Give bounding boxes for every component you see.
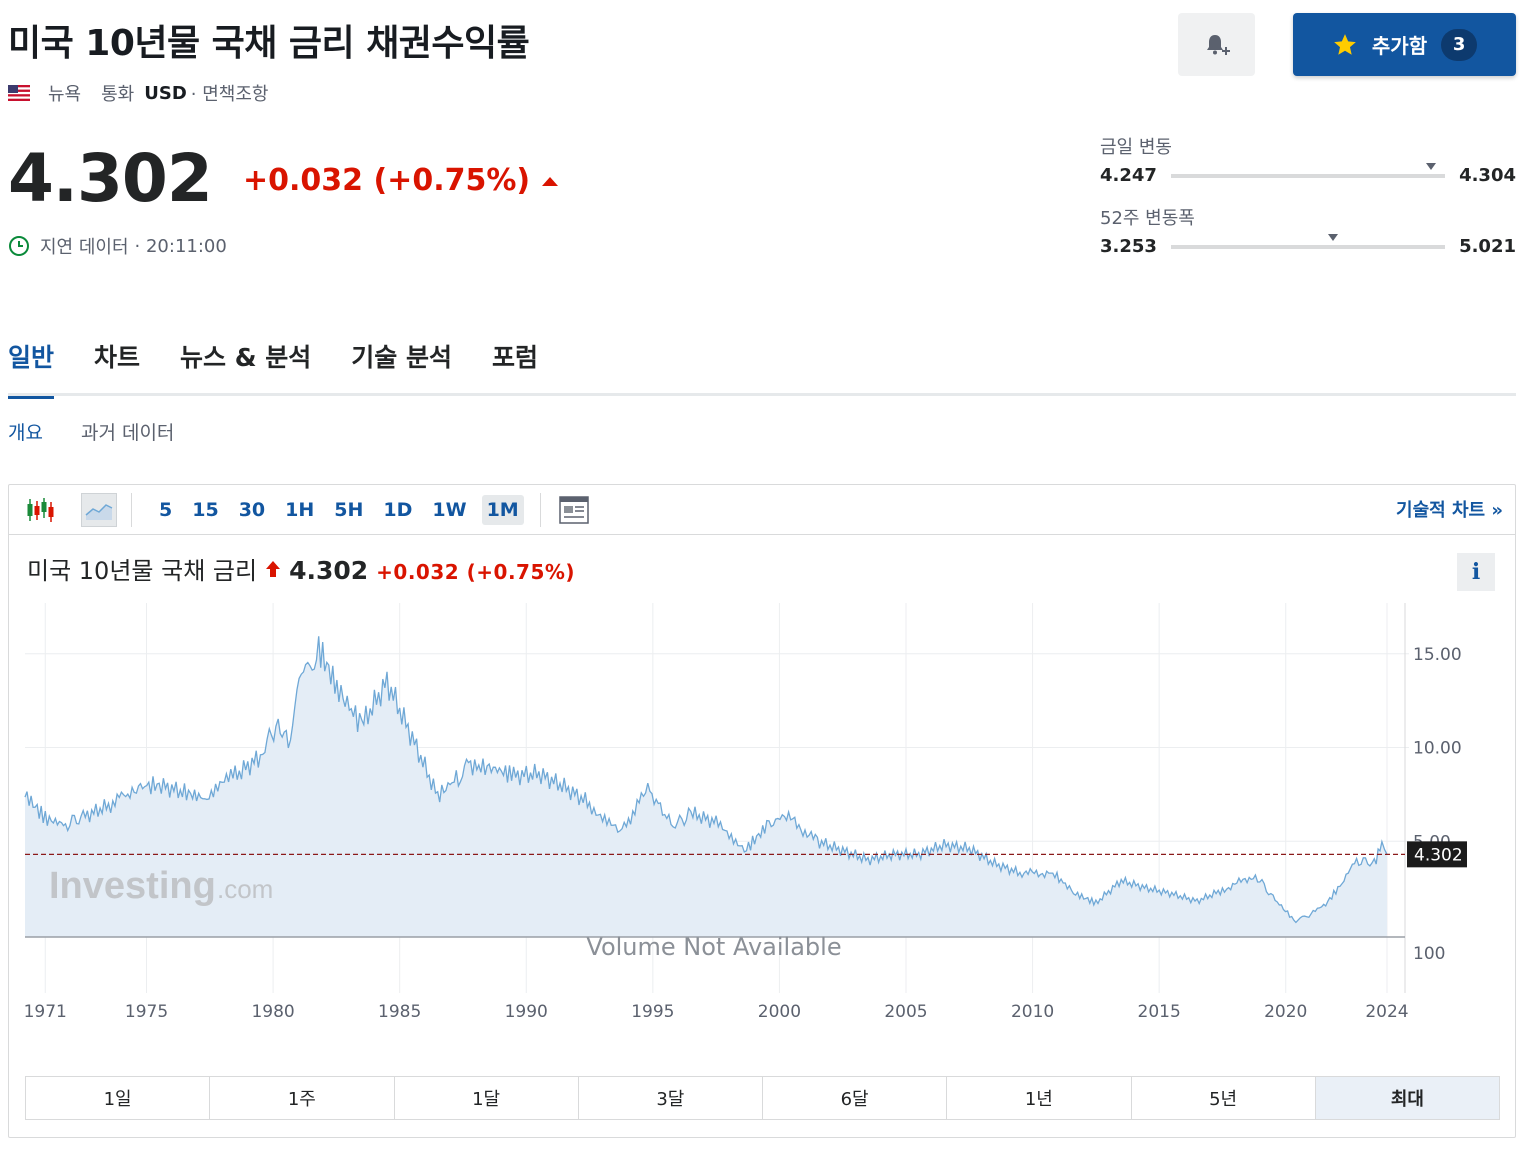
clock-icon — [9, 236, 29, 256]
add-alert-button[interactable] — [1178, 13, 1255, 76]
chart-widget: 5 15 30 1H 5H 1D 1W 1M 기술적 차트 » 미국 10년물 … — [8, 484, 1516, 1138]
area-chart-icon[interactable] — [81, 492, 117, 527]
layout-icon[interactable] — [557, 493, 591, 527]
timeframe-5h[interactable]: 5H — [334, 498, 364, 521]
page-title: 미국 10년물 국채 금리 채권수익률 — [8, 23, 530, 64]
candlestick-glyph — [27, 497, 54, 522]
arrow-up-icon — [266, 560, 281, 577]
currency-label: 통화 — [101, 84, 135, 105]
x-tick-label: 1975 — [125, 1002, 168, 1022]
volume-not-available-label: Volume Not Available — [586, 933, 841, 961]
currency-value: USD — [144, 82, 187, 104]
timeframe-1d[interactable]: 1D — [383, 498, 413, 521]
day-range-bar — [1170, 162, 1446, 178]
day-range: 금일 변동 4.247 4.304 — [1100, 133, 1516, 186]
bell-plus-icon — [1206, 34, 1230, 55]
x-tick-label: 1971 — [24, 1002, 67, 1022]
toolbar-divider — [131, 492, 132, 527]
watermark-suffix: .com — [217, 874, 273, 904]
chart-change: +0.032 (+0.75%) — [376, 560, 576, 584]
star-icon — [1334, 33, 1356, 55]
chart-toolbar: 5 15 30 1H 5H 1D 1W 1M 기술적 차트 » — [9, 485, 1515, 535]
x-tick-label: 2020 — [1264, 1002, 1307, 1022]
yield-chart[interactable]: Investing .com Volume Not Available 15.0… — [9, 603, 1515, 1073]
period-button[interactable]: 3달 — [579, 1077, 763, 1119]
price-change: +0.032 (+0.75%) — [243, 163, 560, 198]
week52-low: 3.253 — [1100, 236, 1157, 257]
price-change-value: +0.032 (+0.75%) — [243, 163, 531, 198]
period-selector: 1일 1주 1달 3달 6달 1년 5년 최대 — [25, 1076, 1500, 1120]
quote-time: · 20:11:00 — [134, 235, 227, 257]
timeframe-1w[interactable]: 1W — [432, 498, 467, 521]
toolbar-divider — [539, 492, 541, 527]
week52-range-label: 52주 변동폭 — [1100, 208, 1195, 229]
watchlist-count-badge: 3 — [1441, 28, 1478, 61]
add-button-label: 추가함 — [1371, 34, 1428, 58]
layout-glyph — [558, 495, 589, 524]
instrument-meta: 뉴욕 통화 USD · 면책조항 — [8, 80, 268, 106]
x-tick-label: 1980 — [251, 1002, 294, 1022]
chart-instrument-name: 미국 10년물 국채 금리 — [27, 557, 258, 585]
x-tick-label: 2010 — [1011, 1002, 1054, 1022]
delay-info: 지연 데이터 · 20:11:00 — [8, 233, 227, 259]
us-flag-icon — [8, 85, 30, 101]
volume-tick-label: 100 — [1413, 944, 1445, 964]
tab-forum[interactable]: 포럼 — [491, 343, 538, 372]
sub-tabs: 개요 과거 데이터 — [8, 418, 174, 445]
technical-chart-link[interactable]: 기술적 차트 » — [1396, 500, 1503, 521]
disclaimer-link[interactable]: · 면책조항 — [190, 84, 269, 105]
timeframe-1m[interactable]: 1M — [481, 494, 524, 525]
period-button[interactable]: 1달 — [395, 1077, 579, 1119]
tab-chart[interactable]: 차트 — [94, 343, 141, 372]
x-tick-label: 2000 — [758, 1002, 801, 1022]
delay-label: 지연 데이터 — [40, 237, 129, 258]
subtab-overview[interactable]: 개요 — [8, 422, 43, 444]
x-tick-label: 1995 — [631, 1002, 674, 1022]
last-price: 4.302 — [8, 140, 213, 217]
watermark-text: Investing — [49, 865, 216, 907]
week52-range: 52주 변동폭 3.253 5.021 — [1100, 204, 1516, 257]
timeframe-15[interactable]: 15 — [192, 498, 219, 521]
period-button[interactable]: 1일 — [26, 1077, 211, 1119]
candlestick-icon[interactable] — [23, 493, 57, 527]
market-label: 뉴욕 — [48, 84, 82, 105]
x-tick-label: 1985 — [378, 1002, 421, 1022]
tab-technical[interactable]: 기술 분석 — [351, 343, 452, 372]
period-button[interactable]: 1년 — [947, 1077, 1132, 1119]
y-tick-label: 15.00 — [1413, 645, 1462, 665]
y-tick-label: 10.00 — [1413, 739, 1462, 759]
x-tick-label: 2005 — [884, 1002, 927, 1022]
main-tabs: 일반 차트 뉴스 & 분석 기술 분석 포럼 — [8, 336, 1516, 399]
current-price-label: 4.302 — [1414, 845, 1463, 865]
period-button[interactable]: 1주 — [210, 1077, 395, 1119]
period-button[interactable]: 6달 — [763, 1077, 948, 1119]
x-tick-label: 1990 — [505, 1002, 548, 1022]
day-low: 4.247 — [1100, 165, 1157, 186]
tab-general[interactable]: 일반 — [8, 336, 55, 399]
tab-news-analysis[interactable]: 뉴스 & 분석 — [180, 343, 312, 372]
period-button[interactable]: 5년 — [1132, 1077, 1316, 1119]
current-price-tag: 4.302 — [1407, 841, 1467, 868]
day-range-label: 금일 변동 — [1100, 137, 1172, 158]
investing-watermark: Investing .com — [49, 865, 273, 907]
week52-range-marker — [1327, 233, 1338, 241]
yield-line — [24, 636, 1388, 924]
week52-range-bar — [1170, 233, 1446, 249]
triangle-up-icon — [542, 176, 559, 186]
x-tick-label: 2015 — [1138, 1002, 1181, 1022]
day-high: 4.304 — [1459, 165, 1516, 186]
add-to-watchlist-button[interactable]: 추가함 3 — [1293, 13, 1516, 76]
x-tick-label: 2024 — [1365, 1002, 1408, 1022]
timeframe-5[interactable]: 5 — [159, 498, 173, 521]
info-button[interactable]: i — [1457, 553, 1495, 591]
week52-high: 5.021 — [1459, 236, 1516, 257]
period-button[interactable]: 최대 — [1315, 1077, 1499, 1119]
subtab-historical-data[interactable]: 과거 데이터 — [80, 422, 175, 444]
timeframe-1h[interactable]: 1H — [285, 498, 315, 521]
area-chart-glyph — [85, 503, 113, 520]
chart-header: 미국 10년물 국채 금리 4.302 +0.032 (+0.75%) — [27, 551, 575, 586]
timeframe-30[interactable]: 30 — [238, 498, 266, 521]
day-range-marker — [1426, 162, 1437, 170]
chart-price: 4.302 — [289, 556, 369, 585]
